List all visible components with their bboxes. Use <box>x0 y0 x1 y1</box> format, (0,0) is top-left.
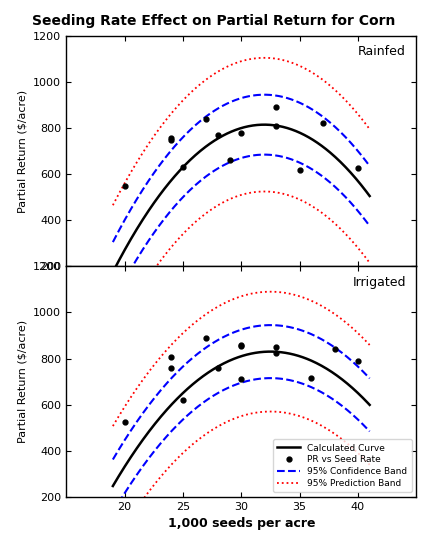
Text: Rainfed: Rainfed <box>357 45 405 58</box>
Y-axis label: Partial Return ($/acre): Partial Return ($/acre) <box>17 320 28 443</box>
X-axis label: 1,000 seeds per acre: 1,000 seeds per acre <box>167 517 314 530</box>
Legend: Calculated Curve, PR vs Seed Rate, 95% Confidence Band, 95% Prediction Band: Calculated Curve, PR vs Seed Rate, 95% C… <box>272 439 411 492</box>
Text: Irrigated: Irrigated <box>351 275 405 289</box>
Y-axis label: Partial Return ($/acre): Partial Return ($/acre) <box>17 89 28 213</box>
Text: Seeding Rate Effect on Partial Return for Corn: Seeding Rate Effect on Partial Return fo… <box>32 14 394 28</box>
